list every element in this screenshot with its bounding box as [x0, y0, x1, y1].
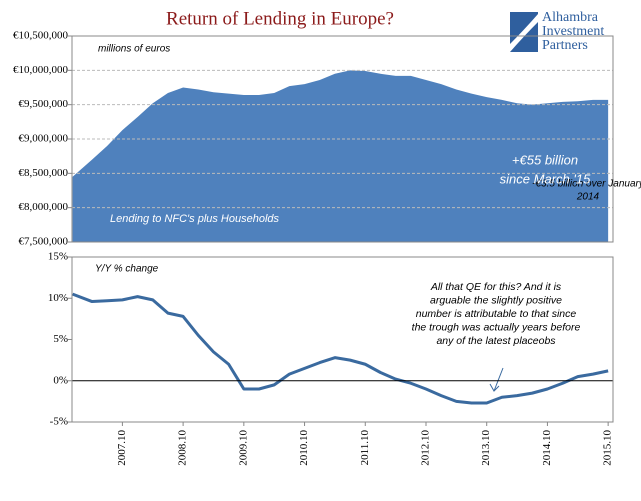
annotation: the trough was actually years before: [412, 321, 581, 333]
logo-swoosh: [510, 14, 538, 52]
x-tick-label: 2015.10: [602, 430, 614, 466]
y-tick-label: 0%: [53, 374, 68, 386]
y-tick-label: 5%: [53, 333, 68, 345]
x-tick-label: 2009.10: [237, 430, 249, 466]
annotation: 2014: [576, 192, 600, 203]
x-tick-label: 2010.10: [298, 430, 310, 466]
y-tick-label: €8,000,000: [19, 201, 69, 213]
arrow: [489, 367, 504, 392]
x-tick-label: 2014.10: [541, 430, 553, 466]
annotation: All that QE for this? And it is: [430, 281, 562, 293]
y-tick-label: -5%: [50, 416, 68, 428]
y-tick-label: €9,000,000: [19, 133, 69, 145]
x-tick-label: 2013.10: [480, 429, 492, 465]
annotation: number is attributable to that since: [416, 308, 577, 320]
line: [72, 292, 609, 405]
annotation: since March '15: [500, 171, 591, 186]
logo-text: Investment: [542, 24, 604, 39]
x-tick-label: 2011.10: [359, 430, 371, 466]
logo-text: Alhambra: [542, 10, 599, 25]
y-tick-label: €8,500,000: [19, 167, 69, 179]
plot-border: [71, 35, 614, 243]
plot-border: [71, 256, 614, 423]
y-tick-label: €7,500,000: [19, 236, 69, 248]
annotation: -€3.5 billion over January: [532, 179, 641, 190]
y-tick-label: €10,000,000: [13, 64, 69, 76]
logo-text: Partners: [542, 38, 588, 53]
x-tick-label: 2007.10: [116, 430, 128, 466]
annotation: any of the latest placeobs: [436, 335, 556, 347]
x-tick-label: 2008.10: [177, 430, 189, 466]
annotation: arguable the slightly positive: [430, 294, 562, 306]
y-tick-label: €10,500,000: [13, 30, 69, 42]
x-tick-label: 2012.10: [420, 430, 432, 466]
chart-title: Return of Lending in Europe?: [166, 8, 394, 29]
area: [72, 70, 609, 242]
annotation: millions of euros: [98, 44, 170, 55]
annotation: Lending to NFC's plus Households: [110, 213, 280, 225]
y-tick-label: 10%: [48, 292, 68, 304]
y-tick-label: 15%: [48, 251, 68, 263]
annotation: Y/Y % change: [95, 264, 159, 275]
annotation: +€55 billion: [512, 152, 578, 167]
y-tick-label: €9,500,000: [19, 98, 69, 110]
logo: Alhambra Investment Partners: [510, 10, 604, 53]
